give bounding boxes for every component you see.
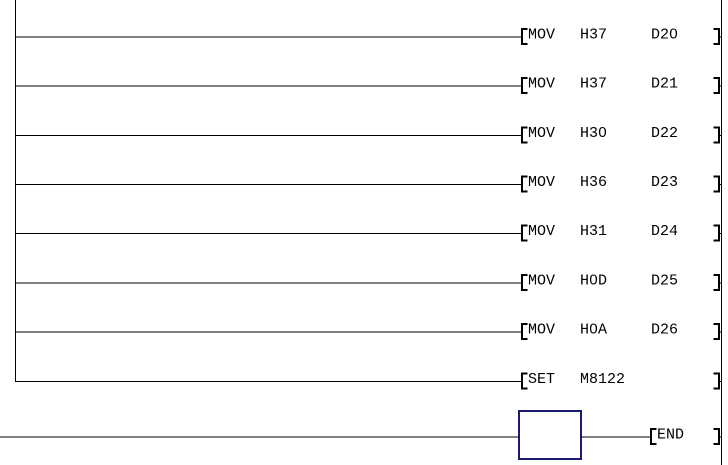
svg-text:MOV: MOV	[528, 322, 555, 339]
svg-text:MOV: MOV	[528, 76, 555, 93]
svg-text:H36: H36	[580, 174, 607, 191]
svg-text:END: END	[657, 427, 684, 444]
svg-text:D26: D26	[651, 322, 678, 339]
svg-text:H37: H37	[580, 76, 607, 93]
svg-text:D23: D23	[651, 174, 678, 191]
svg-text:D25: D25	[651, 272, 678, 289]
svg-text:MOV: MOV	[528, 27, 555, 44]
svg-text:D24: D24	[651, 223, 678, 240]
svg-text:D20: D20	[651, 27, 678, 44]
svg-text:MOV: MOV	[528, 125, 555, 142]
svg-text:SET: SET	[528, 371, 555, 388]
svg-text:M8122: M8122	[580, 371, 625, 388]
svg-text:MOV: MOV	[528, 174, 555, 191]
svg-text:H0A: H0A	[580, 322, 607, 339]
svg-text:MOV: MOV	[528, 223, 555, 240]
svg-text:H37: H37	[580, 27, 607, 44]
svg-text:H0D: H0D	[580, 272, 607, 289]
svg-text:H30: H30	[580, 125, 607, 142]
svg-text:H31: H31	[580, 223, 607, 240]
svg-text:D21: D21	[651, 76, 678, 93]
svg-text:MOV: MOV	[528, 272, 555, 289]
svg-text:D22: D22	[651, 125, 678, 142]
